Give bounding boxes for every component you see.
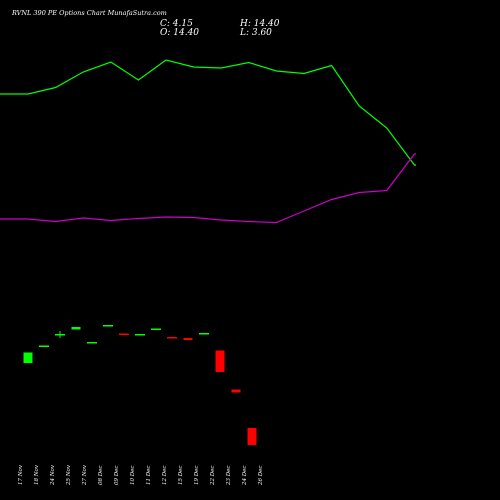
date-tick-label: 19 Dec	[194, 466, 200, 486]
high-value: H: 14.40	[240, 19, 280, 29]
candle-body	[55, 334, 65, 336]
candle-body	[199, 333, 209, 335]
candle-body	[183, 338, 193, 340]
date-tick-label: 24 Nov	[50, 464, 56, 486]
magenta-indicator-line	[0, 153, 416, 224]
candle-body	[23, 352, 33, 363]
date-tick-label: 25 Nov	[66, 464, 72, 486]
date-tick-label: 22 Dec	[210, 466, 216, 487]
low-value: L: 3.60	[240, 28, 272, 38]
open-value: O: 14.40	[160, 28, 200, 38]
date-tick-label: 17 Nov	[18, 464, 24, 485]
date-tick-label: 15 Dec	[178, 466, 184, 486]
date-tick-label: 23 Dec	[226, 466, 232, 487]
candle-body	[71, 327, 81, 330]
candle-body	[151, 328, 161, 330]
chart-title: RVNL 390 PE Options Chart MunafaSutra.co…	[12, 9, 167, 17]
candle-body	[215, 350, 225, 372]
date-tick-label: 10 Dec	[130, 466, 136, 486]
date-tick-label: 09 Dec	[114, 466, 120, 486]
date-tick-label: 11 Dec	[146, 466, 152, 486]
candle-body	[167, 337, 177, 339]
green-indicator-line	[0, 59, 416, 166]
candle-body	[135, 334, 145, 336]
date-tick-label: 08 Dec	[98, 466, 104, 486]
candle-body	[231, 389, 241, 393]
close-value: C: 4.15	[160, 19, 193, 29]
candle-body	[119, 333, 129, 335]
date-tick-label: 18 Nov	[34, 464, 40, 485]
date-tick-label: 26 Dec	[258, 466, 264, 487]
candle-body	[87, 342, 97, 344]
date-tick-label: 24 Dec	[242, 466, 248, 487]
date-tick-label: 12 Dec	[162, 466, 168, 486]
candle-body	[39, 345, 49, 347]
candle-body	[247, 428, 257, 445]
candle-body	[103, 325, 113, 327]
date-tick-label: 27 Nov	[82, 464, 88, 486]
